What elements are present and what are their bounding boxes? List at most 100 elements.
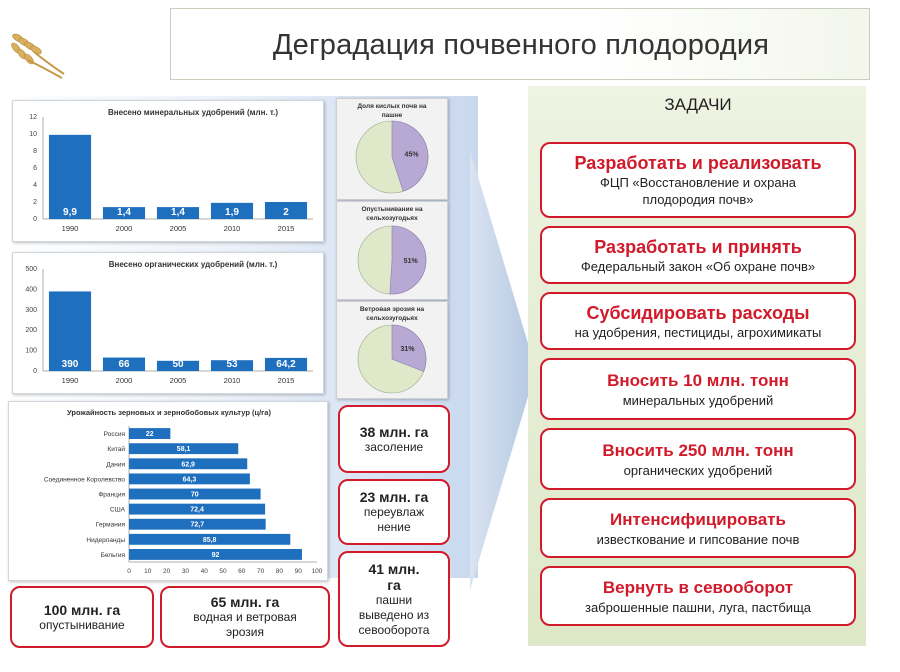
bar [129, 533, 291, 545]
chart-title: Ветровая эрозия на [360, 306, 425, 313]
x-tick-label: 1990 [62, 224, 79, 233]
mineral-fertilizer-chart: Внесено минеральных удобрений (млн. т.) 0… [29, 108, 313, 233]
task-card: Субсидировать расходы на удобрения, пест… [540, 292, 856, 350]
erosion-desc-1: водная и ветровая [193, 610, 297, 624]
pie-slice [389, 225, 427, 295]
task-desc: на удобрения, пестициды, агрохимикаты [574, 324, 822, 340]
bar [129, 518, 266, 530]
y-tick-label: 300 [25, 307, 37, 314]
bar [129, 549, 302, 560]
x-tick-label: 90 [295, 568, 303, 575]
waterlogging-value: 23 млн. га [359, 489, 429, 505]
erosion-box: 65 млн. га водная и ветровая эрозия [160, 586, 330, 648]
x-tick-label: 100 [312, 568, 323, 575]
bar-data-label: 72,7 [191, 522, 205, 529]
bar [129, 458, 248, 470]
grain-yield-chart: Урожайность зерновых и зернобобовых куль… [44, 408, 323, 575]
bar-data-label: 92 [212, 552, 220, 559]
y-tick-label: Франция [98, 492, 125, 499]
chart-title: сельхозугодьях [366, 215, 418, 222]
salinization-box: 38 млн. га засоление [338, 405, 450, 473]
salinization-value: 38 млн. га [359, 423, 429, 440]
bar-data-label: 72,4 [190, 507, 204, 514]
x-tick-label: 2000 [116, 376, 133, 385]
y-tick-label: США [110, 507, 126, 514]
x-tick-label: 30 [182, 568, 190, 575]
tasks-heading: ЗАДАЧИ [664, 95, 732, 114]
task-desc: органических удобрений [623, 462, 773, 478]
pie-data-label: 51% [404, 258, 419, 265]
x-tick-label: 2010 [224, 224, 241, 233]
x-tick-label: 2015 [278, 224, 295, 233]
bar-data-label: 22 [146, 431, 154, 438]
bar [210, 202, 254, 219]
bar-data-label: 53 [226, 359, 238, 370]
task-desc: минеральных удобрений [622, 392, 774, 408]
x-tick-label: 40 [201, 568, 209, 575]
chart-title: Внесено органических удобрений (млн. т.) [109, 260, 278, 269]
desertification-desc: опустынивание [39, 617, 125, 632]
chart-title: сельхозугодьях [366, 315, 418, 322]
task-title: Интенсифицировать [610, 509, 786, 529]
pie-data-label: 45% [405, 151, 420, 158]
bar [210, 360, 254, 371]
bar-data-label: 64,2 [276, 359, 296, 370]
bar-data-label: 1,4 [117, 207, 131, 218]
bar-data-label: 66 [118, 359, 130, 370]
y-tick-label: 12 [29, 114, 37, 121]
bar [264, 357, 308, 371]
task-card: Вносить 10 млн. тонн минеральных удобрен… [540, 358, 856, 420]
x-tick-label: 2005 [170, 376, 187, 385]
chart-title: пашне [382, 112, 403, 119]
bar-data-label: 50 [172, 359, 184, 370]
bar-data-label: 1,4 [171, 207, 185, 218]
bar-data-label: 64,3 [183, 476, 197, 483]
task-card: Вносить 250 млн. тонн органических удобр… [540, 428, 856, 490]
task-title: Субсидировать расходы [586, 302, 810, 323]
pie-slice [391, 324, 427, 372]
organic-fertilizer-chart-panel: Внесено органических удобрений (млн. т.)… [12, 252, 324, 394]
y-tick-label: 500 [25, 266, 37, 273]
mineral-fertilizer-chart-panel: Внесено минеральных удобрений (млн. т.) 0… [12, 100, 324, 242]
desertification-box: 100 млн. га опустынивание [10, 586, 154, 648]
y-tick-label: 8 [33, 148, 37, 155]
bar-data-label: 58,1 [177, 446, 191, 453]
bar [129, 428, 171, 439]
task-card: Разработать и реализовать ФЦП «Восстанов… [540, 142, 856, 218]
x-tick-label: 70 [257, 568, 265, 575]
bar-data-label: 9,9 [63, 207, 77, 218]
wind-erosion-pie-panel: 31% Ветровая эрозия на сельхозугодьях [336, 301, 448, 399]
task-desc: заброшенные пашни, луга, пастбища [584, 599, 811, 615]
bar-data-label: 70 [191, 492, 199, 499]
erosion-value: 65 млн. га [210, 594, 280, 610]
arrow-right-icon [470, 150, 536, 590]
x-tick-label: 50 [219, 568, 227, 575]
x-tick-label: 0 [127, 568, 131, 575]
x-tick-label: 80 [276, 568, 284, 575]
chart-title: Внесено минеральных удобрений (млн. т.) [108, 108, 278, 117]
y-tick-label: Дания [106, 461, 125, 468]
y-tick-label: Китай [107, 445, 125, 453]
y-tick-label: Нидерланды [86, 537, 125, 544]
bar-data-label: 62,9 [181, 461, 195, 468]
task-desc: Федеральный закон «Об охране почв» [580, 258, 816, 274]
bar [102, 207, 146, 219]
organic-fertilizer-chart: Внесено органических удобрений (млн. т.)… [25, 260, 313, 385]
y-tick-label: 400 [25, 286, 37, 293]
y-tick-label: Бельгия [101, 552, 126, 559]
task-title: Вносить 250 млн. тонн [602, 440, 794, 460]
y-tick-label: 4 [33, 182, 37, 189]
bar [129, 473, 250, 485]
bar-data-label: 1,9 [225, 207, 239, 218]
bar [102, 357, 146, 371]
bar-data-label: 2 [283, 207, 289, 218]
salinization-desc: засоление [364, 439, 424, 454]
acidic-soils-pie-panel: 45% Доля кислых почв на пашне [336, 98, 448, 200]
x-tick-label: 2015 [278, 376, 295, 385]
task-card: Разработать и принять Федеральный закон … [540, 226, 856, 284]
y-tick-label: 10 [29, 131, 37, 138]
waterlogging-box: 23 млн. га переувлаж нение [338, 479, 450, 545]
bar [129, 443, 239, 455]
abandoned-desc-3: севооборота [358, 622, 430, 637]
task-desc: ФЦП «Восстановление и охрана [599, 175, 797, 190]
